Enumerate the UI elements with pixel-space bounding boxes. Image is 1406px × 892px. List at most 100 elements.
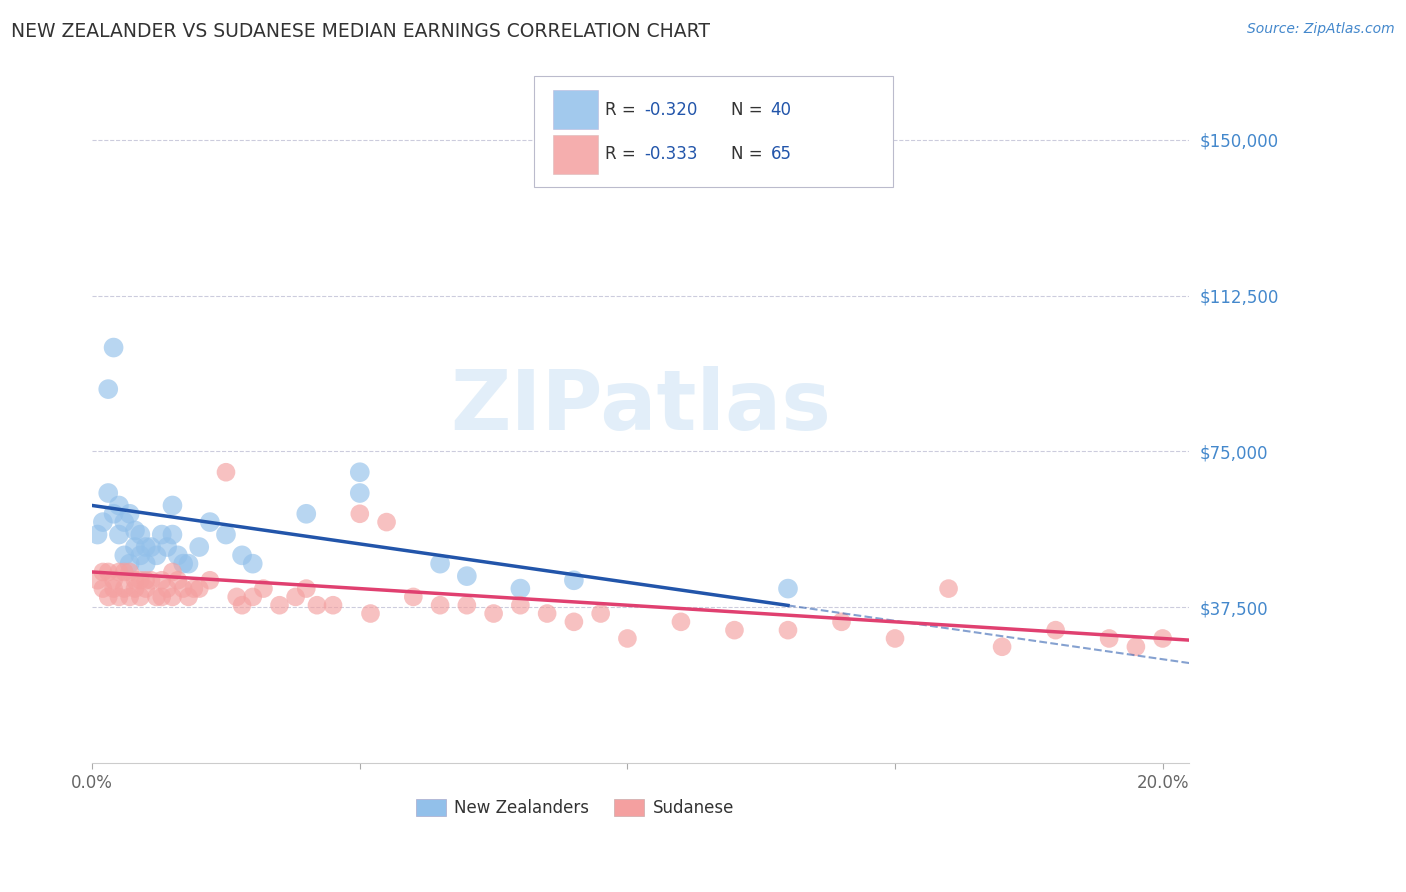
Point (162, 527, 184, 541)
Text: R =: R = (605, 145, 641, 163)
Point (108, 590, 131, 604)
Point (1045, 623, 1067, 637)
Point (156, 582, 179, 596)
Point (139, 574, 162, 588)
Point (91, 565, 114, 579)
Point (429, 598, 451, 612)
Text: 65: 65 (770, 145, 792, 163)
Point (97, 590, 120, 604)
Text: N =: N = (731, 145, 768, 163)
Point (112, 549, 135, 563)
Point (284, 590, 307, 604)
Point (124, 524, 146, 538)
Point (831, 615, 853, 629)
Point (129, 549, 152, 563)
Point (562, 615, 585, 629)
Point (150, 527, 173, 541)
Point (884, 632, 907, 646)
Text: N =: N = (731, 101, 768, 119)
Point (97, 382, 120, 396)
Point (242, 590, 264, 604)
Point (139, 540, 162, 554)
Point (349, 507, 371, 521)
Point (108, 527, 131, 541)
Point (103, 574, 125, 588)
Point (295, 582, 318, 596)
Point (509, 582, 531, 596)
Point (616, 632, 638, 646)
Point (456, 598, 478, 612)
Text: NEW ZEALANDER VS SUDANESE MEDIAN EARNINGS CORRELATION CHART: NEW ZEALANDER VS SUDANESE MEDIAN EARNING… (11, 22, 710, 41)
Point (375, 515, 398, 529)
Point (305, 598, 328, 612)
Text: ZIPatlas: ZIPatlas (450, 366, 831, 447)
Point (156, 540, 179, 554)
Point (166, 549, 188, 563)
Point (429, 557, 451, 571)
Point (349, 465, 371, 479)
Point (1125, 640, 1147, 654)
Point (172, 582, 194, 596)
Point (1098, 632, 1121, 646)
Point (129, 527, 152, 541)
Point (991, 640, 1014, 654)
Point (198, 515, 221, 529)
Point (198, 574, 221, 588)
Point (172, 557, 194, 571)
Point (108, 565, 131, 579)
Point (91, 515, 114, 529)
Point (86, 527, 108, 541)
Text: Source: ZipAtlas.com: Source: ZipAtlas.com (1247, 22, 1395, 37)
Point (129, 590, 152, 604)
Point (112, 515, 135, 529)
Text: 40: 40 (770, 101, 792, 119)
Text: -0.320: -0.320 (644, 101, 697, 119)
Point (112, 582, 135, 596)
Point (103, 341, 125, 355)
Point (162, 499, 184, 513)
Point (124, 582, 146, 596)
Point (776, 582, 799, 596)
Point (129, 574, 152, 588)
Point (215, 527, 238, 541)
Point (108, 499, 131, 513)
Point (124, 540, 146, 554)
Point (562, 574, 585, 588)
Point (776, 623, 799, 637)
Point (1152, 632, 1174, 646)
Point (162, 565, 184, 579)
Point (162, 590, 184, 604)
Point (225, 590, 247, 604)
Point (112, 565, 135, 579)
Point (536, 607, 558, 621)
Point (723, 623, 745, 637)
Point (360, 607, 382, 621)
Point (135, 540, 157, 554)
Point (242, 557, 264, 571)
Point (124, 574, 146, 588)
Point (349, 486, 371, 500)
Point (118, 590, 141, 604)
Point (938, 582, 960, 596)
Point (252, 582, 274, 596)
Point (402, 590, 425, 604)
Point (150, 590, 173, 604)
Point (135, 582, 157, 596)
Point (118, 507, 141, 521)
Point (135, 557, 157, 571)
Point (269, 598, 291, 612)
Point (150, 574, 173, 588)
Point (188, 540, 211, 554)
Point (86, 574, 108, 588)
Point (97, 565, 120, 579)
Point (295, 507, 318, 521)
Point (97, 486, 120, 500)
Point (669, 615, 692, 629)
Point (322, 598, 344, 612)
Point (482, 607, 505, 621)
Point (231, 549, 253, 563)
Point (177, 557, 200, 571)
Point (183, 582, 205, 596)
Point (91, 582, 114, 596)
Point (456, 569, 478, 583)
